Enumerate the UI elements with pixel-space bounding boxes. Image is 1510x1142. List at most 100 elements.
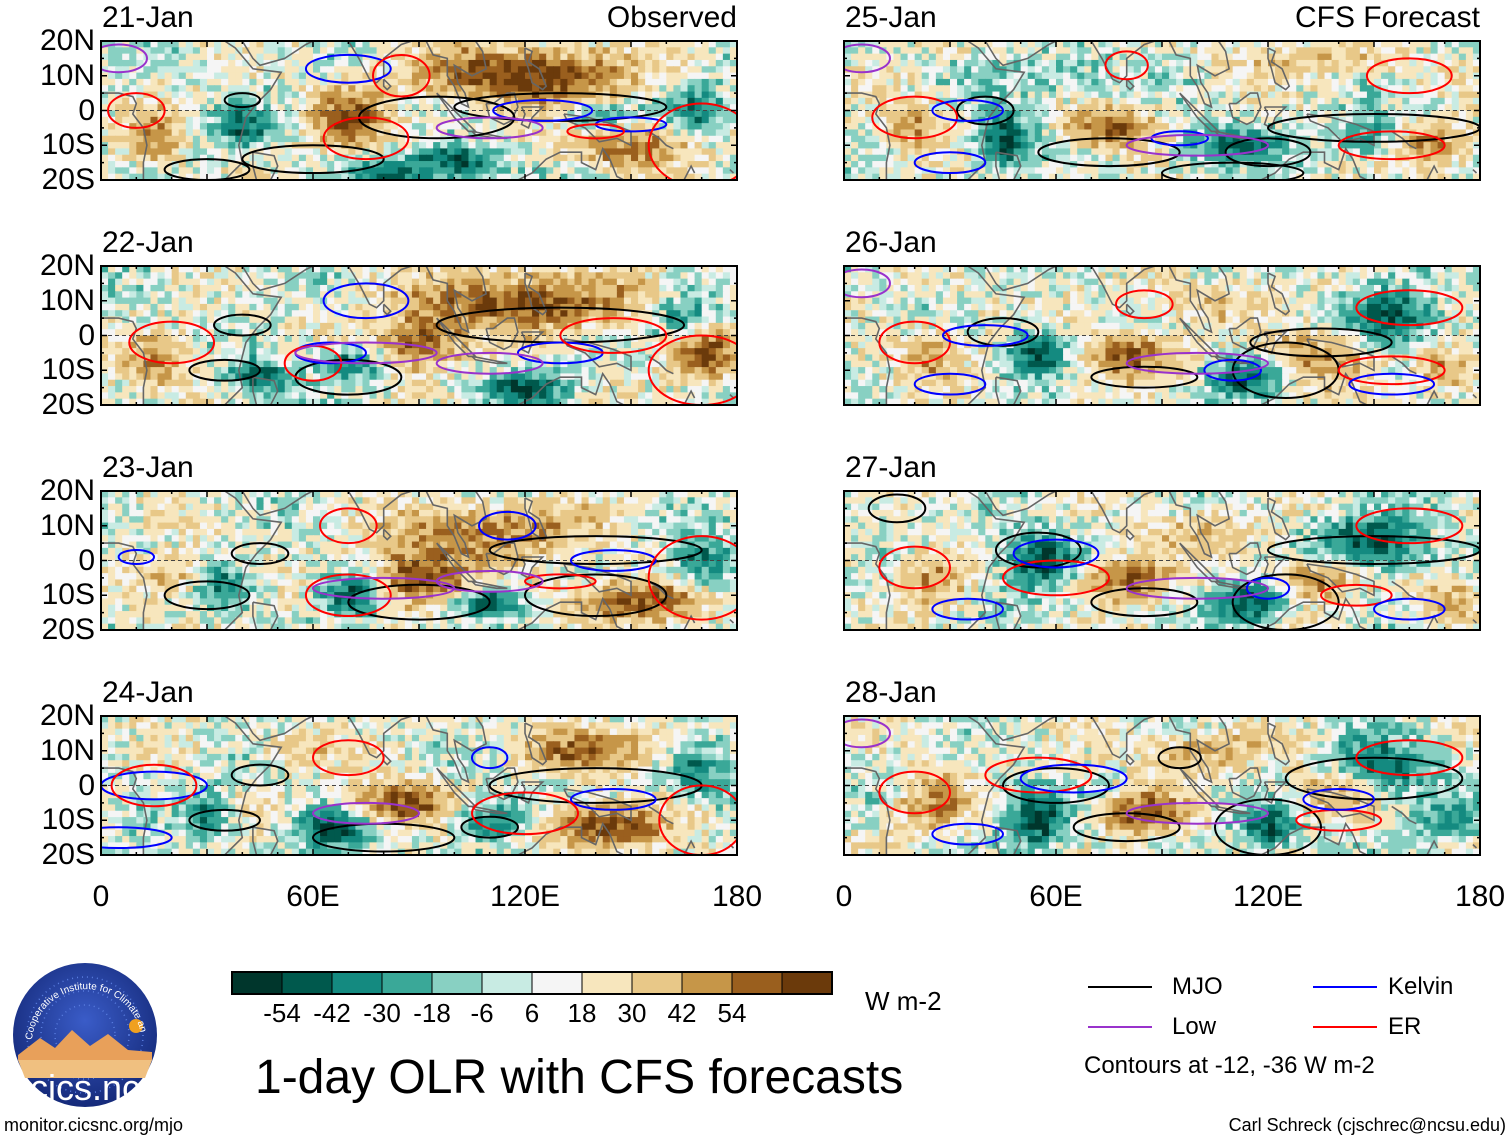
olr-cell	[546, 142, 554, 150]
olr-cell	[122, 142, 130, 150]
olr-cell	[475, 398, 484, 406]
olr-cell	[708, 72, 717, 80]
olr-cell	[652, 91, 660, 99]
olr-cell	[136, 541, 144, 549]
olr-cell	[136, 104, 144, 112]
olr-cell	[588, 367, 597, 375]
olr-cell	[228, 110, 236, 118]
olr-cell	[298, 360, 307, 368]
olr-cell	[143, 392, 152, 400]
olr-cell	[602, 291, 611, 299]
olr-cell	[602, 491, 611, 498]
olr-cell	[631, 85, 639, 93]
olr-cell	[546, 123, 554, 131]
olr-cell	[355, 148, 364, 156]
olr-cell	[510, 78, 519, 86]
olr-cell	[574, 367, 583, 375]
olr-cell	[143, 303, 152, 311]
olr-cell	[496, 41, 505, 48]
olr-cell	[355, 297, 364, 305]
olr-cell	[532, 509, 540, 517]
olr-cell	[574, 329, 583, 337]
olr-cell	[440, 491, 448, 498]
olr-cell	[164, 354, 173, 362]
olr-cell	[171, 386, 180, 393]
olr-cell	[277, 348, 286, 356]
olr-cell	[214, 266, 222, 273]
olr-cell	[553, 78, 561, 86]
olr-cell	[249, 284, 258, 292]
olr-cell	[228, 59, 236, 67]
olr-cell	[411, 528, 420, 536]
olr-cell	[666, 266, 674, 273]
olr-cell	[666, 497, 674, 505]
olr-cell	[440, 142, 448, 150]
panel-date-fc-2: 27-Jan	[845, 451, 937, 484]
olr-cell	[320, 348, 328, 356]
olr-cell	[242, 53, 250, 61]
olr-cell	[108, 154, 116, 162]
olr-cell	[722, 266, 731, 273]
olr-cell	[136, 78, 144, 86]
olr-cell	[157, 41, 166, 48]
olr-cell	[708, 173, 717, 181]
olr-cell	[680, 297, 689, 305]
olr-cell	[645, 167, 653, 175]
olr-cell	[525, 360, 533, 368]
olr-cell	[291, 129, 300, 137]
olr-cell	[207, 59, 215, 67]
olr-cell	[701, 135, 710, 143]
olr-cell	[546, 516, 554, 524]
olr-cell	[419, 522, 427, 530]
olr-cell	[207, 284, 215, 292]
olr-cell	[461, 329, 470, 337]
olr-cell	[122, 72, 130, 80]
olr-cell	[567, 329, 576, 337]
olr-cell	[256, 47, 265, 55]
olr-cell	[178, 135, 187, 143]
olr-cell	[376, 497, 385, 505]
olr-cell	[419, 272, 427, 280]
olr-cell	[355, 167, 364, 175]
olr-cell	[150, 66, 159, 74]
olr-cell	[475, 41, 484, 48]
olr-cell	[376, 104, 385, 112]
olr-cell	[722, 129, 731, 137]
coastline	[563, 338, 632, 372]
olr-cell	[291, 535, 300, 543]
olr-cell	[461, 297, 470, 305]
olr-cell	[623, 329, 632, 337]
olr-cell	[595, 97, 604, 105]
olr-cell	[129, 47, 137, 55]
olr-cell	[659, 491, 667, 498]
olr-cell	[136, 354, 144, 362]
olr-cell	[376, 284, 385, 292]
olr-cell	[602, 535, 611, 543]
olr-cell	[390, 173, 399, 181]
olr-cell	[461, 522, 470, 530]
olr-cell	[553, 91, 561, 99]
olr-cell	[588, 335, 597, 343]
olr-cell	[729, 535, 738, 543]
olr-cell	[419, 535, 427, 543]
olr-cell	[150, 284, 159, 292]
olr-cell	[652, 66, 660, 74]
olr-cell	[666, 341, 674, 349]
olr-cell	[207, 509, 215, 517]
olr-cell	[305, 497, 314, 505]
olr-cell	[574, 386, 583, 393]
olr-cell	[517, 161, 526, 168]
olr-cell	[136, 72, 144, 80]
olr-cell	[235, 272, 243, 280]
olr-cell	[567, 535, 576, 543]
olr-cell	[659, 284, 667, 292]
olr-cell	[143, 284, 152, 292]
olr-cell	[652, 85, 660, 93]
olr-cell	[341, 135, 349, 143]
olr-cell	[454, 535, 462, 543]
olr-cell	[567, 41, 576, 48]
olr-cell	[447, 535, 455, 543]
olr-cell	[440, 392, 448, 400]
olr-cell	[305, 167, 314, 175]
olr-cell	[411, 72, 420, 80]
